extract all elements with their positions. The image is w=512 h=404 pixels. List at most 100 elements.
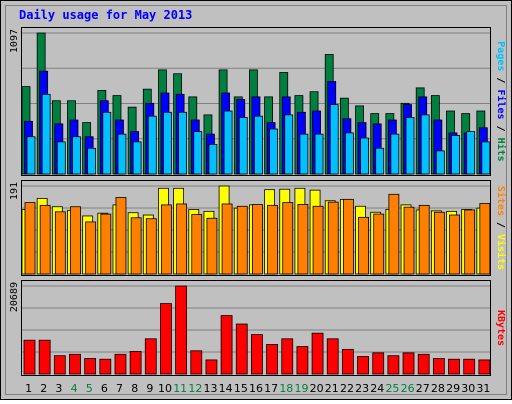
bar-sites-day-21 [327,201,339,275]
bar-kbytes-day-26 [402,352,415,375]
day-label-1: 1 [25,382,32,395]
day-label-23: 23 [355,382,369,395]
bar-sites-day-18 [282,202,294,275]
bar-kbytes-day-13 [205,359,218,375]
bar-pages-day-3 [56,141,66,175]
bar-sites-day-8 [130,217,142,275]
bar-pages-day-31 [481,141,491,175]
bar-kbytes-day-11 [175,285,188,375]
bar-kbytes-day-6 [99,358,112,375]
bar-sites-day-17 [267,204,278,275]
day-label-15: 15 [234,382,248,395]
y-max-label: 20689 [9,282,20,312]
bar-pages-day-4 [72,136,81,175]
day-label-6: 6 [101,382,108,395]
day-label-14: 14 [219,382,233,395]
bar-sites-day-10 [161,204,172,275]
bar-sites-day-20 [312,205,324,275]
bar-kbytes-day-1 [23,339,36,375]
side-legend-hits-files-pages: Pages / Files / Hits [495,41,507,161]
bar-sites-day-26 [403,206,415,275]
bar-pages-day-17 [269,128,278,175]
bar-pages-day-30 [466,131,476,175]
day-label-11: 11 [173,382,187,395]
bar-kbytes-day-19 [296,346,309,375]
bar-kbytes-day-29 [448,358,460,375]
plot-panels: 1097 191 20689 [9,27,491,376]
bar-pages-day-5 [87,147,97,175]
bar-kbytes-day-28 [432,358,445,375]
day-label-3: 3 [55,382,62,395]
bar-kbytes-day-25 [387,355,400,375]
bar-kbytes-day-24 [372,352,385,375]
legend-word: Visits [495,234,507,270]
bar-kbytes-day-15 [235,323,248,375]
bar-pages-day-22 [344,132,354,175]
bar-kbytes-day-30 [463,358,476,375]
bar-sites-day-14 [221,203,233,275]
bar-pages-day-21 [329,104,339,175]
bar-pages-day-7 [117,133,127,175]
bar-pages-day-26 [405,117,415,175]
side-legends: Pages / Files / Hits Sites / Visits KBytes [495,41,507,346]
panel-hits-files-pages: 1097 [9,27,491,176]
day-label-10: 10 [158,382,172,395]
bar-pages-day-8 [132,141,142,175]
day-label-21: 21 [325,382,339,395]
bar-kbytes-day-5 [84,358,97,375]
bar-pages-day-28 [435,150,445,175]
day-label-2: 2 [40,382,47,395]
bar-kbytes-day-4 [69,353,81,375]
bar-kbytes-day-16 [251,334,263,375]
bar-kbytes-day-17 [266,344,278,375]
bar-sites-day-12 [191,214,203,275]
bar-kbytes-day-8 [129,351,142,375]
day-label-17: 17 [264,382,278,395]
bar-pages-day-12 [193,131,203,175]
bar-pages-day-16 [254,115,263,175]
bar-kbytes-day-2 [38,339,51,375]
day-label-16: 16 [249,382,263,395]
bar-pages-day-24 [375,147,385,175]
bar-sites-day-28 [433,211,445,275]
bar-pages-day-27 [420,114,430,175]
bar-kbytes-day-9 [144,338,157,375]
legend-word: Files [495,89,507,119]
bar-pages-day-29 [451,135,460,175]
bar-pages-day-25 [390,133,400,175]
y-max-label: 1097 [9,29,20,53]
bar-sites-day-11 [176,203,188,275]
day-label-9: 9 [146,382,153,395]
legend-word: / [495,120,506,138]
bar-sites-day-9 [145,218,157,275]
day-label-7: 7 [116,382,123,395]
bar-sites-day-15 [236,205,248,275]
bar-sites-day-13 [206,217,218,275]
day-label-5: 5 [86,382,93,395]
bar-pages-day-9 [147,115,157,175]
day-label-8: 8 [131,382,138,395]
bar-pages-day-11 [178,111,188,175]
bar-sites-day-7 [115,197,127,275]
bar-pages-day-10 [163,111,172,175]
frame-inner-border [5,5,507,395]
day-label-24: 24 [370,382,384,395]
day-label-31: 31 [476,382,490,395]
day-label-25: 25 [385,382,399,395]
series-sites [24,193,491,275]
bar-pages-day-13 [208,144,218,175]
panel-kbytes: 20689 [9,280,491,376]
day-label-30: 30 [461,382,475,395]
bar-sites-day-19 [297,204,309,275]
legend-word: / [495,71,506,89]
bar-pages-day-1 [26,136,36,175]
bar-pages-day-18 [284,114,294,175]
day-label-4: 4 [71,382,78,395]
bar-sites-day-30 [464,209,476,275]
bar-kbytes-day-10 [160,303,172,375]
day-label-18: 18 [279,382,293,395]
bar-sites-day-6 [100,213,112,275]
bar-sites-day-1 [24,202,36,275]
panel-visits-sites: 191 [9,180,491,276]
